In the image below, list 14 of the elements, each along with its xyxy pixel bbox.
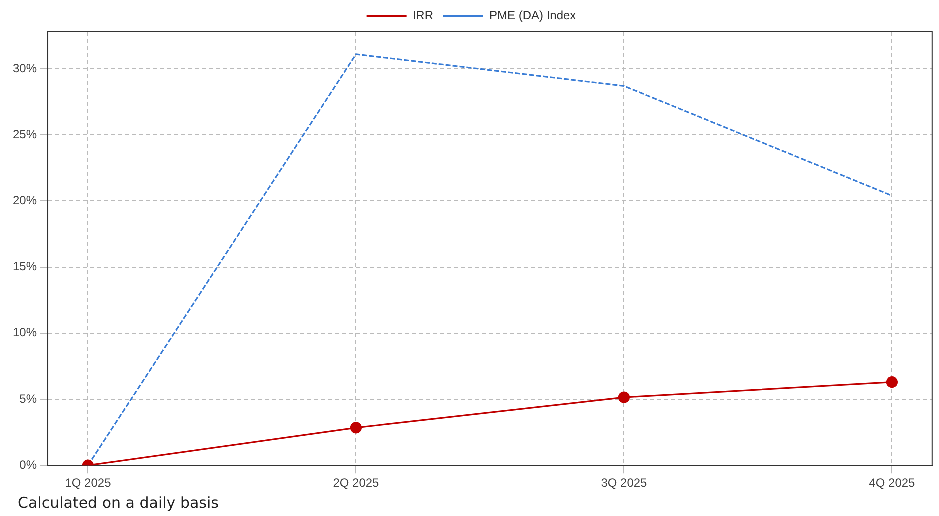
x-tick-label: 3Q 2025 [601,476,648,490]
x-tick-label: 2Q 2025 [333,476,380,490]
y-tick-label: 5% [20,392,38,406]
y-tick-label: 0% [20,458,38,472]
y-tick-label: 20% [12,194,38,208]
x-tick-label: 1Q 2025 [65,476,112,490]
y-tick-label: 15% [12,260,38,274]
y-tick-label: 10% [12,326,38,340]
legend-label: PME (DA) Index [489,8,576,22]
legend-label: IRR [412,8,434,22]
y-tick-label: 30% [12,61,38,76]
text: Calculated on a daily basis [18,494,219,512]
x-tick-label: 4Q 2025 [869,476,916,490]
y-tick-label: 25% [12,127,38,142]
